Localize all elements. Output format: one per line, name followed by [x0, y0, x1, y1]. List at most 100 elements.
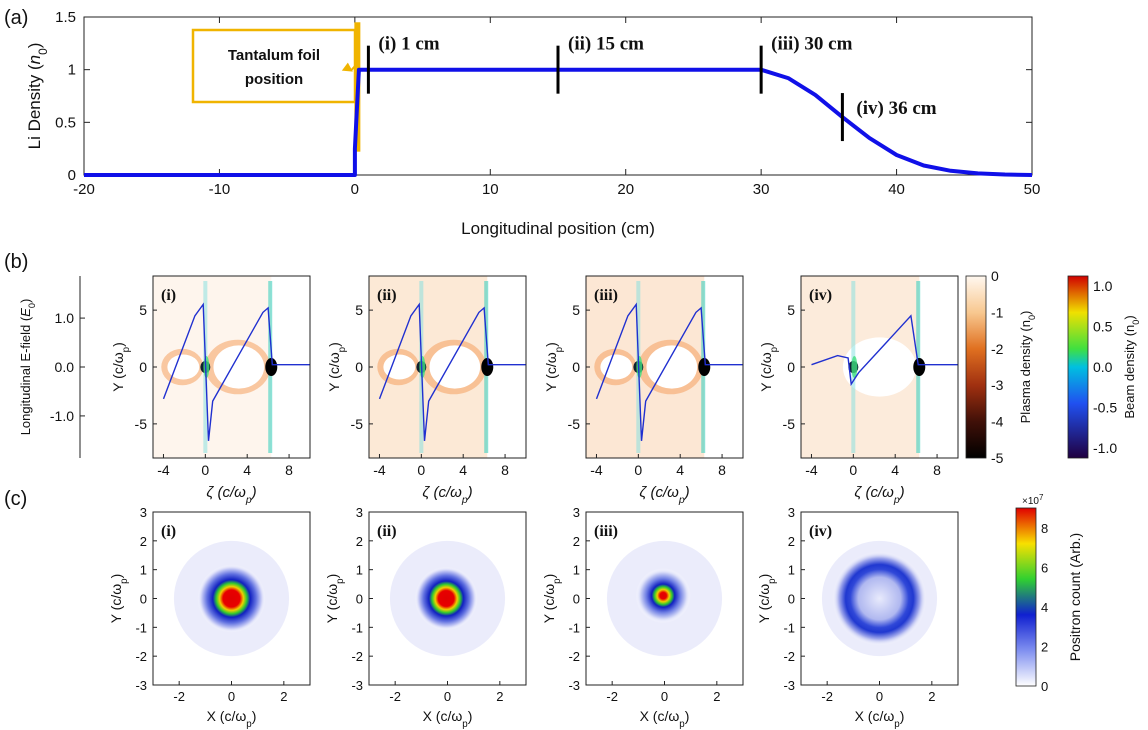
- wake-subplot: -4 0 4 8 -5 0 5 (iii) ζ (c/ωp) Y (c/ωp): [543, 275, 744, 506]
- y-axis-label: Li Density (n0): [25, 43, 50, 150]
- positron-subplot: -2 0 2 -3 -2 -1 0 1 2 3 (i) X (c/ωp) Y (c/ωp): [108, 505, 311, 730]
- beam-colorbar-tick: 0.0: [1093, 359, 1113, 375]
- subplot-label: (ii): [377, 523, 397, 540]
- x-tick-label: 0: [876, 689, 883, 704]
- x-tick-label: 4: [243, 462, 251, 478]
- positron-colorbar-tick: 8: [1041, 521, 1048, 536]
- y-tick-label: 1: [356, 563, 363, 578]
- positron-spot: [635, 568, 691, 624]
- unperturbed-region: [919, 276, 958, 458]
- y-tick-label: 5: [787, 302, 795, 318]
- x-tick-label: -4: [157, 462, 170, 478]
- annotation-box: [191, 28, 357, 104]
- y-tick-label: 0: [140, 592, 147, 607]
- y-tick-label: 0: [572, 359, 580, 375]
- x-tick-label: -2: [389, 689, 401, 704]
- y-axis-label: Y (c/ωp): [541, 574, 563, 624]
- unperturbed-region: [704, 276, 743, 458]
- y-tick-label: 0: [573, 592, 580, 607]
- x-tick-label: 8: [501, 462, 509, 478]
- subplot-label: (iii): [594, 523, 618, 540]
- y-tick-label: -2: [568, 649, 580, 664]
- y-tick-label: -5: [783, 416, 796, 432]
- x-axis-label: ζ (c/ωp): [639, 484, 689, 506]
- beam-colorbar-tick: 1.0: [1093, 278, 1113, 294]
- field-axis-label: Longitudinal E-field (E0): [18, 299, 37, 436]
- panel-label-c: (c): [4, 488, 27, 510]
- position-marker-label: (iii) 30 cm: [771, 34, 852, 55]
- position-marker-label: (i) 1 cm: [378, 34, 439, 55]
- wake-subplot: -4 0 4 8 -5 0 5 (ii) ζ (c/ωp) Y (c/ωp): [326, 275, 527, 506]
- x-tick-label: 0: [228, 689, 235, 704]
- y-tick-label: 1: [573, 563, 580, 578]
- positron-subplot: -2 0 2 -3 -2 -1 0 1 2 3 (iv) X (c/ωp) Y (c/ωp): [756, 505, 959, 730]
- x-axis-label: ζ (c/ωp): [422, 484, 472, 506]
- density-profile-plot: -20 -10 0 10 20 30 40 50 0 0.5 1 1.5 Longitudinal po…: [25, 9, 1040, 238]
- y-tick-label: 2: [140, 534, 147, 549]
- position-marker-label: (iv) 36 cm: [856, 98, 936, 119]
- panel-label-b: (b): [4, 251, 28, 273]
- x-tick-label: -2: [821, 689, 833, 704]
- y-tick-label: -5: [135, 416, 148, 432]
- y-tick-label: 5: [355, 302, 363, 318]
- beam-colorbar: [1067, 275, 1089, 459]
- x-tick-label: 2: [713, 689, 720, 704]
- y-tick-label: -3: [135, 678, 147, 693]
- y-tick-label: 0: [788, 592, 795, 607]
- x-tick-label: 2: [496, 689, 503, 704]
- plasma-colorbar-tick: -3: [991, 377, 1004, 393]
- x-tick-label: 0: [661, 689, 668, 704]
- y-tick-label: -1: [135, 620, 147, 635]
- y-axis-label: Y (c/ωp): [110, 342, 132, 392]
- y-axis-label: Y (c/ωp): [108, 574, 130, 624]
- x-tick-label: -4: [590, 462, 603, 478]
- positron-colorbar-tick: 6: [1041, 560, 1048, 575]
- witness-beam: [851, 356, 858, 378]
- panel-label-a: (a): [4, 7, 28, 29]
- subplot-label: (iv): [809, 523, 832, 540]
- plot-frame: [83, 16, 1033, 176]
- positron-subplot: -2 0 2 -3 -2 -1 0 1 2 3 (iii) X (c/ωp) Y (c/ωp): [541, 505, 744, 730]
- y-tick-label: 1.5: [55, 9, 76, 26]
- x-tick-label: 8: [718, 462, 726, 478]
- y-tick-label: 0: [356, 592, 363, 607]
- wake-subplot: -4 0 4 8 -5 0 5 (i) ζ (c/ωp) Y (c/ωp): [110, 275, 311, 506]
- positron-colorbar: [1015, 507, 1037, 687]
- x-tick-label: -10: [209, 181, 231, 198]
- wake-bubble: [842, 337, 917, 397]
- e-field-line: [595, 302, 743, 441]
- e-field-line: [378, 302, 526, 441]
- x-tick-label: 0: [444, 689, 451, 704]
- colorbar-exponent: ×107: [1022, 493, 1044, 508]
- y-tick-label: 3: [788, 505, 795, 520]
- y-tick-label: 1: [68, 62, 76, 79]
- position-marker-label: (ii) 15 cm: [568, 34, 644, 55]
- wake-bubble: [600, 354, 633, 380]
- y-axis-label: Y (c/ωp): [326, 342, 348, 392]
- x-axis-label: X (c/ωp): [423, 708, 473, 730]
- wake-bubble: [646, 345, 698, 389]
- x-tick-label: 10: [482, 181, 499, 198]
- x-tick-label: 2: [280, 689, 287, 704]
- x-axis-label: Longitudinal position (cm): [461, 219, 655, 238]
- beam-colorbar-label: Beam density (n0): [1122, 315, 1141, 418]
- x-tick-label: 0: [417, 462, 425, 478]
- beam-colorbar-tick: 0.5: [1093, 319, 1113, 335]
- subplot-label: (i): [161, 523, 176, 540]
- y-tick-label: 2: [573, 534, 580, 549]
- y-tick-label: 3: [573, 505, 580, 520]
- subplot-label: (ii): [377, 287, 397, 304]
- subplot-label: (iv): [809, 287, 832, 304]
- y-tick-label: -5: [568, 416, 581, 432]
- y-tick-label: 3: [356, 505, 363, 520]
- y-tick-label: 1: [788, 563, 795, 578]
- y-tick-label: 2: [356, 534, 363, 549]
- y-tick-label: -2: [783, 649, 795, 664]
- x-tick-label: 20: [617, 181, 634, 198]
- x-tick-label: 4: [459, 462, 467, 478]
- beam-colorbar-tick: -1.0: [1093, 440, 1117, 456]
- positron-colorbar-label: Positron count (Arb.): [1067, 533, 1083, 661]
- annotation-text: position: [245, 71, 303, 88]
- positron-ring: [832, 551, 927, 646]
